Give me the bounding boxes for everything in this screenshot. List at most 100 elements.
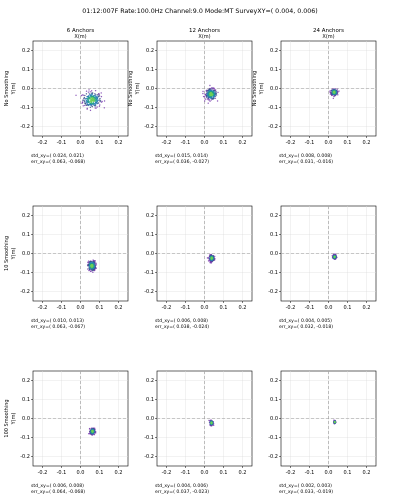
subplot-2-2: -0.2 -0.2 -0.1 -0.1 0.0 0.0 0.1 0.1 0.2 0.2 std_xy… xyxy=(144,205,253,330)
scatter-point xyxy=(97,99,100,101)
scatter-point xyxy=(85,90,88,92)
scatter-point xyxy=(94,89,97,92)
subplot-1-1: -0.2 -0.2 -0.1 -0.1 0.0 0.0 0.1 0.1 0.2 0.2 6 Anch… xyxy=(4,28,129,165)
scatter-point xyxy=(103,107,106,109)
scatter-point xyxy=(83,96,86,99)
scatter-point xyxy=(96,106,98,108)
x-tick-label: -0.1 xyxy=(305,305,315,311)
scatter-point xyxy=(81,101,84,103)
y-tick-label: 0.2 xyxy=(22,48,30,54)
scatter-point xyxy=(92,101,94,104)
scatter-point xyxy=(88,101,90,104)
y-tick-label: 0.0 xyxy=(270,416,278,422)
y-tick-label: -0.1 xyxy=(268,270,278,276)
scatter-point xyxy=(99,100,101,103)
scatter-point xyxy=(94,93,96,95)
subplot-3-3: -0.2 -0.2 -0.1 -0.1 0.0 0.0 0.1 0.1 0.2 0.2 std_xy… xyxy=(268,370,377,495)
y-tick-label: -0.1 xyxy=(268,435,278,441)
row-label: No Smoothing xyxy=(128,71,134,106)
y-tick-label: -0.2 xyxy=(20,454,30,460)
scatter-point xyxy=(209,100,211,102)
x-tick-label: 0.1 xyxy=(96,140,104,146)
scatter-point xyxy=(89,106,92,109)
scatter-point xyxy=(213,88,216,90)
scatter-point xyxy=(202,90,204,93)
scatter-point xyxy=(89,270,92,272)
x-tick-label: -0.2 xyxy=(38,470,48,476)
std-xy-readout: std_xy=( 0.004, 0.005) xyxy=(279,318,332,324)
y-tick-label: 0.0 xyxy=(22,251,30,257)
scatter-point xyxy=(94,107,96,109)
scatter-point xyxy=(330,91,333,93)
x-tick-label: -0.1 xyxy=(181,470,191,476)
std-xy-readout: std_xy=( 0.002, 0.003) xyxy=(279,483,332,489)
x-tick-label: 0.1 xyxy=(344,305,352,311)
x-tick-label: -0.1 xyxy=(181,140,191,146)
x-tick-label: 0.1 xyxy=(220,140,228,146)
scatter-point xyxy=(204,96,206,98)
y-tick-label: 0.0 xyxy=(146,416,154,422)
y-tick-label: -0.1 xyxy=(20,105,30,111)
scatter-point xyxy=(88,100,90,103)
scatter-point xyxy=(207,256,210,259)
y-tick-label: 0.0 xyxy=(146,251,154,257)
y-tick-label: -0.1 xyxy=(20,435,30,441)
scatter-point xyxy=(210,93,212,95)
y-tick-label: 0.0 xyxy=(146,86,154,92)
scatter-point xyxy=(208,99,211,101)
err-xy-readout: err_xy=( 0.038, -0.024) xyxy=(155,324,209,330)
subplot-2-3: -0.2 -0.2 -0.1 -0.1 0.0 0.0 0.1 0.1 0.2 0.2 std_xy… xyxy=(268,205,377,330)
x-tick-label: -0.2 xyxy=(38,305,48,311)
scatter-point xyxy=(91,105,93,107)
x-axis-label: X(m) xyxy=(198,34,210,40)
scatter-point xyxy=(203,100,206,102)
scatter-point xyxy=(88,260,90,262)
row-label: 100 Smoothing xyxy=(4,399,10,437)
figure-suptitle: 01:12:007F Rate:100.0Hz Channel:9.0 Mode… xyxy=(82,8,317,15)
scatter-point xyxy=(81,94,84,96)
scatter-point xyxy=(82,94,85,96)
x-tick-label: -0.2 xyxy=(286,140,296,146)
y-tick-label: 0.1 xyxy=(22,397,30,403)
scatter-point xyxy=(97,93,100,95)
subplot-1-2: -0.2 -0.2 -0.1 -0.1 0.0 0.0 0.1 0.1 0.2 0.2 12 Anc… xyxy=(128,28,253,165)
x-tick-label: -0.1 xyxy=(181,305,191,311)
scatter-point xyxy=(212,88,214,90)
row-label: No Smoothing xyxy=(4,71,10,106)
scatter-point xyxy=(99,104,101,106)
std-xy-readout: std_xy=( 0.006, 0.008) xyxy=(31,483,84,489)
x-tick-label: -0.2 xyxy=(286,305,296,311)
scatter-point xyxy=(94,101,97,104)
err-xy-readout: err_xy=( 0.064, -0.068) xyxy=(31,489,85,495)
scatter-point xyxy=(86,102,88,104)
y-tick-label: 0.2 xyxy=(146,213,154,219)
scatter-point xyxy=(100,101,103,103)
scatter-point xyxy=(96,94,99,96)
x-tick-label: -0.1 xyxy=(57,140,67,146)
x-tick-label: 0.0 xyxy=(201,470,209,476)
x-tick-label: -0.2 xyxy=(162,305,172,311)
err-xy-readout: err_xy=( 0.037, -0.023) xyxy=(155,489,209,495)
x-tick-label: 0.0 xyxy=(325,140,333,146)
x-tick-label: 0.0 xyxy=(201,140,209,146)
y-axis-label: Y(m) xyxy=(11,83,17,96)
y-axis-label: Y(m) xyxy=(11,413,17,426)
x-tick-label: -0.2 xyxy=(286,470,296,476)
scatter-point xyxy=(98,105,101,108)
y-tick-label: -0.1 xyxy=(20,270,30,276)
y-tick-label: 0.1 xyxy=(22,67,30,73)
scatter-point xyxy=(89,91,91,93)
std-xy-readout: std_xy=( 0.004, 0.006) xyxy=(155,483,208,489)
subplot-title: 24 Anchors xyxy=(313,28,344,34)
x-tick-label: -0.2 xyxy=(162,140,172,146)
scatter-point xyxy=(98,99,101,101)
std-xy-readout: std_xy=( 0.010, 0.013) xyxy=(31,318,84,324)
y-tick-label: 0.1 xyxy=(270,232,278,238)
scatter-point xyxy=(86,268,89,270)
x-tick-label: 0.2 xyxy=(115,140,123,146)
y-tick-label: 0.2 xyxy=(146,48,154,54)
x-tick-label: 0.1 xyxy=(96,305,104,311)
scatter-point xyxy=(91,102,93,105)
std-xy-readout: std_xy=( 0.024, 0.021) xyxy=(31,153,84,159)
scatter-point xyxy=(216,100,219,102)
